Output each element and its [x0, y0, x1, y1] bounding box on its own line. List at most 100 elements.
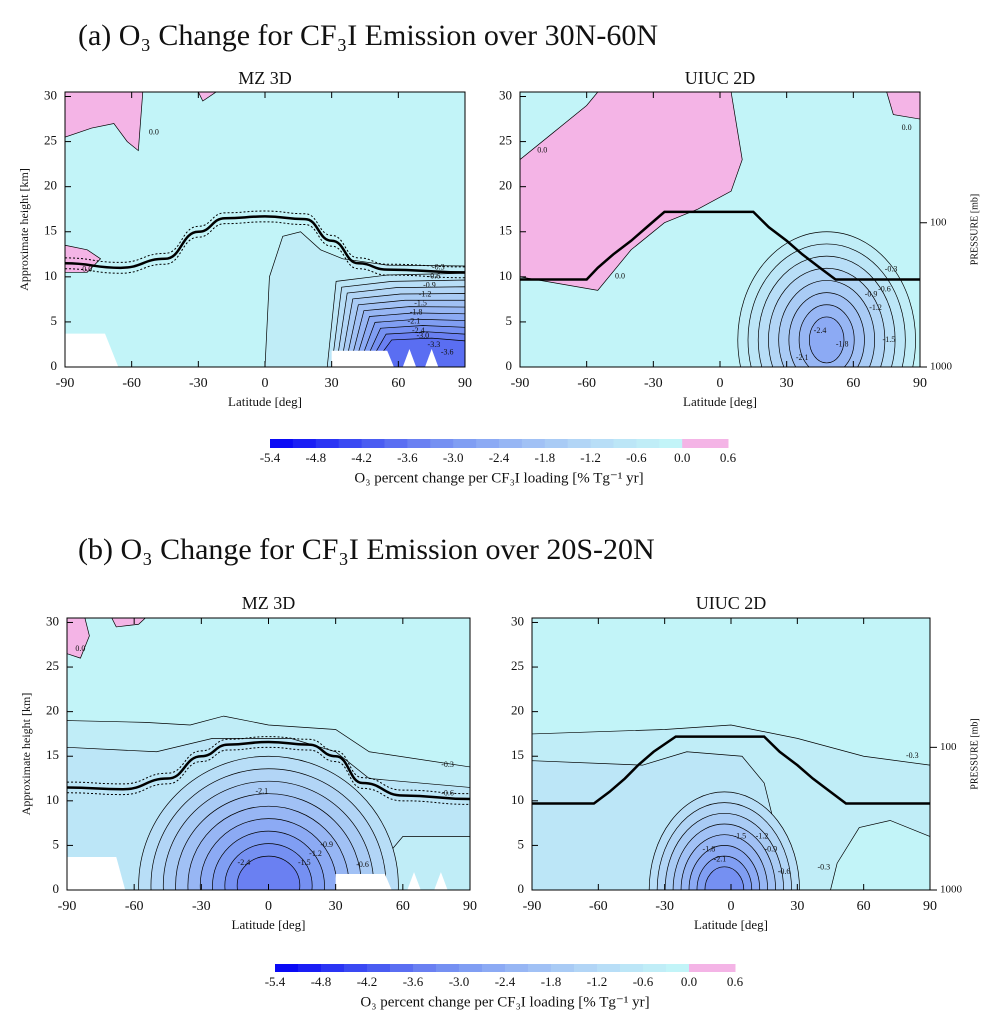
tropopause — [520, 210, 920, 281]
colorbar-swatch — [482, 964, 506, 972]
contour-label: -1.8 — [410, 308, 423, 317]
colorbar-swatch — [505, 964, 529, 972]
contour-label: -0.3 — [818, 863, 831, 872]
x-tick-label: 30 — [790, 899, 804, 914]
contour-label: -1.8 — [836, 339, 849, 348]
contour-fill — [65, 333, 119, 367]
colorbar-tick-label: -4.8 — [306, 450, 327, 465]
contour-label: -3.0 — [416, 331, 429, 340]
x-tick-label: 90 — [923, 899, 937, 914]
colorbar-swatch — [390, 964, 414, 972]
y-tick-label: 25 — [46, 658, 59, 673]
colorbar-swatch — [544, 439, 569, 448]
colorbar-swatch — [613, 439, 637, 448]
colorbar-swatch — [292, 439, 317, 448]
contour-label: -2.1 — [714, 855, 727, 864]
colorbar-swatch — [567, 439, 592, 448]
tropopause-range — [67, 736, 470, 795]
colorbar-swatch — [682, 439, 706, 448]
y-tick-label: 15 — [44, 223, 57, 238]
y2-axis-label: PRESSURE [mb] — [969, 718, 980, 789]
tropopause-range — [65, 221, 465, 279]
y-tick-label: 20 — [499, 178, 512, 193]
x-tick-label: -30 — [189, 376, 208, 391]
contour-label: -1.5 — [414, 299, 427, 308]
y-tick-label: 30 — [499, 87, 512, 102]
y-axis-label: Approximate height [km] — [19, 693, 33, 816]
x-axis-label: Latitude [deg] — [683, 394, 757, 409]
panel-title: MZ 3D — [242, 593, 296, 613]
y-tick-label: 15 — [499, 223, 512, 238]
contour-label: 0.0 — [537, 145, 547, 154]
y-tick-label: 20 — [511, 703, 524, 718]
contour-fill — [425, 348, 439, 367]
contour-label: -3.3 — [428, 340, 441, 349]
y-tick-label: 20 — [46, 703, 59, 718]
contour-label: -0.3 — [906, 751, 919, 760]
x-tick-label: 0 — [728, 899, 735, 914]
colorbar-swatch — [430, 439, 454, 448]
colorbar-swatch — [705, 439, 729, 448]
contour-fill — [111, 618, 146, 628]
y-tick-label: 25 — [44, 133, 57, 148]
x-tick-label: -90 — [523, 899, 542, 914]
colorbar-tick-label: -2.4 — [495, 974, 516, 989]
x-tick-label: 60 — [391, 376, 405, 391]
contour-label: -0.6 — [428, 272, 441, 281]
tropopause-range — [67, 746, 470, 805]
y-tick-label: 5 — [51, 313, 58, 328]
y2-tick-label: 100 — [940, 741, 957, 753]
contour-label: -3.6 — [441, 347, 454, 356]
plot-area: 0.0 -0.3 -0.6 -0.6 -2.1 -0.9-1.2-1.5 -2.4 — [67, 618, 470, 890]
contour-label: -1.8 — [703, 845, 716, 854]
x-tick-label: 90 — [458, 376, 472, 391]
x-tick-label: -60 — [122, 376, 141, 391]
colorbar-swatch — [590, 439, 614, 448]
y-tick-label: 15 — [46, 747, 59, 762]
colorbar-swatch — [499, 439, 523, 448]
y-tick-label: 25 — [511, 658, 524, 673]
colorbar-swatch — [459, 964, 483, 972]
contour-label: -2.4 — [238, 858, 251, 867]
tropopause — [532, 735, 930, 805]
colorbar-swatch — [275, 964, 299, 972]
y2-axis-label: PRESSURE [mb] — [969, 194, 980, 265]
colorbar-tick-label: -5.4 — [260, 450, 281, 465]
colorbar-swatch — [321, 964, 345, 972]
contour-label: 0.0 — [902, 123, 912, 132]
colorbar-tick-label: -5.4 — [265, 974, 286, 989]
colorbar-swatch — [528, 964, 552, 972]
colorbar-swatch — [407, 439, 431, 448]
x-tick-label: -60 — [577, 376, 596, 391]
contour-fill — [67, 618, 90, 659]
plot-area: -0.3 -0.3 -0.6 -1.5 -1.8-2.1 -1.2 -0.9 — [532, 618, 930, 890]
x-tick-label: 30 — [329, 899, 343, 914]
colorbar-tick-label: 0.0 — [674, 450, 690, 465]
y-tick-label: 5 — [506, 313, 513, 328]
colorbar-tick-label: -1.8 — [541, 974, 562, 989]
plot-area: 0.00.0 -0.3-0.6-0.9-1.2-1.5-1.8-2.1-2.4-3… — [65, 92, 465, 367]
contour-label: -2.1 — [796, 353, 809, 362]
colorbar-swatch — [361, 439, 385, 448]
contour-label: -1.2 — [756, 831, 769, 840]
contour-fill — [67, 857, 126, 890]
colorbar-label: O₃ percent change per CF₃I loading [% Tg… — [360, 994, 649, 1010]
contour-fill — [886, 92, 920, 120]
colorbar-tick-label: -3.6 — [403, 974, 424, 989]
contour-label: 0.0 — [75, 644, 85, 653]
contour-fill — [236, 855, 301, 890]
colorbar-tick-label: -4.8 — [311, 974, 332, 989]
x-tick-label: -60 — [125, 899, 144, 914]
x-tick-label: -90 — [56, 376, 75, 391]
colorbar-swatch — [521, 439, 546, 448]
colorbar-swatch — [436, 964, 460, 972]
colorbar-swatch — [689, 964, 713, 972]
colorbar-tick-label: -3.0 — [449, 974, 470, 989]
y2-tick-label: 1000 — [940, 884, 963, 896]
y-axis-label: Approximate height [km] — [17, 168, 31, 291]
x-tick-label: -30 — [655, 899, 674, 914]
contour-fill — [434, 872, 448, 890]
y-tick-label: 25 — [499, 133, 512, 148]
contour-fill — [520, 92, 743, 291]
x-tick-label: 0 — [717, 376, 724, 391]
